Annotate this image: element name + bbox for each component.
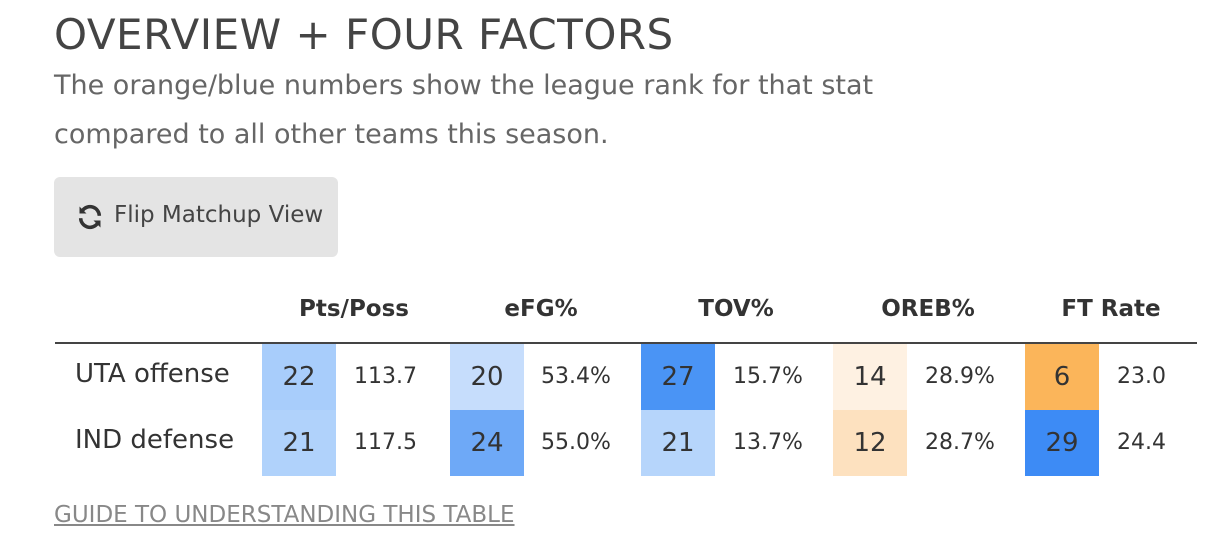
stat-value: 55.0% bbox=[541, 430, 611, 455]
rank-cell: 22 bbox=[262, 344, 336, 410]
rank-cell: 29 bbox=[1025, 410, 1099, 476]
header-rule bbox=[55, 342, 1197, 344]
rank-cell: 21 bbox=[641, 410, 715, 476]
title: OVERVIEW + FOUR FACTORS bbox=[54, 10, 674, 59]
row-label: UTA offense bbox=[75, 359, 230, 389]
column-header: Pts/Poss bbox=[299, 296, 409, 322]
subtitle: compared to all other teams this season. bbox=[54, 119, 609, 150]
rank-cell: 21 bbox=[262, 410, 336, 476]
rank-cell: 12 bbox=[833, 410, 907, 476]
rank-cell: 24 bbox=[450, 410, 524, 476]
stat-value: 117.5 bbox=[354, 430, 417, 455]
stat-value: 24.4 bbox=[1117, 430, 1166, 455]
row-label: IND defense bbox=[75, 425, 235, 455]
column-header: FT Rate bbox=[1061, 296, 1161, 322]
stat-value: 23.0 bbox=[1117, 364, 1166, 389]
refresh-icon bbox=[78, 204, 102, 230]
rank-cell: 14 bbox=[833, 344, 907, 410]
flip-button[interactable]: Flip Matchup View bbox=[54, 177, 338, 257]
stat-value: 113.7 bbox=[354, 364, 417, 389]
button-label: Flip Matchup View bbox=[114, 202, 324, 228]
stat-value: 13.7% bbox=[733, 430, 803, 455]
stat-value: 28.9% bbox=[925, 364, 995, 389]
rank-cell: 6 bbox=[1025, 344, 1099, 410]
stat-value: 28.7% bbox=[925, 430, 995, 455]
subtitle: The orange/blue numbers show the league … bbox=[54, 70, 874, 101]
guide-link[interactable]: GUIDE TO UNDERSTANDING THIS TABLE bbox=[54, 502, 515, 528]
column-header: OREB% bbox=[881, 296, 975, 322]
stat-value: 53.4% bbox=[541, 364, 611, 389]
stat-value: 15.7% bbox=[733, 364, 803, 389]
rank-cell: 20 bbox=[450, 344, 524, 410]
column-header: eFG% bbox=[504, 296, 578, 322]
column-header: TOV% bbox=[698, 296, 774, 322]
rank-cell: 27 bbox=[641, 344, 715, 410]
